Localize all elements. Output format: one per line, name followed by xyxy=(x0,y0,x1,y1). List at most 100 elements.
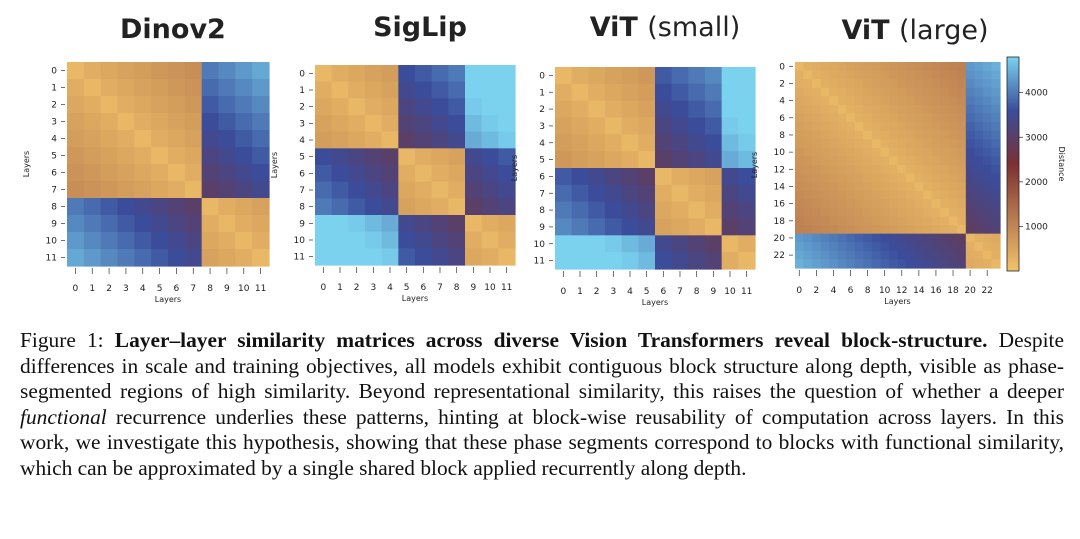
heatmap-cell xyxy=(795,233,805,243)
heatmap-cell xyxy=(415,81,433,99)
heatmap-cell xyxy=(465,231,483,249)
heatmap-cell xyxy=(331,198,349,216)
heatmap-cell xyxy=(812,242,822,252)
y-axis-label: Layers xyxy=(750,152,759,178)
heatmap-cell xyxy=(940,199,950,209)
heatmap-cell xyxy=(820,70,830,80)
heatmap-cell xyxy=(948,87,958,97)
heatmap-cell xyxy=(829,216,839,226)
heatmap-cell xyxy=(235,164,253,182)
heatmap-cell xyxy=(705,100,723,119)
heatmap-cell xyxy=(871,233,882,243)
y-axis-label: Layers xyxy=(270,152,279,178)
heatmap-cell xyxy=(914,250,924,261)
heatmap-cell xyxy=(931,250,941,261)
heatmap-cell xyxy=(555,67,573,85)
heatmap-cell xyxy=(940,259,950,269)
heatmap-cell xyxy=(705,235,723,253)
heatmap-cell xyxy=(605,184,623,203)
heatmap-cell xyxy=(588,168,606,186)
heatmap-cell xyxy=(803,79,813,89)
x-tick-label: 0 xyxy=(796,286,802,296)
heatmap-cell xyxy=(957,233,967,243)
heatmap-cell xyxy=(398,231,416,249)
heatmap-cell xyxy=(812,104,822,115)
heatmap-cell xyxy=(965,216,975,226)
y-tick-label: 3 xyxy=(51,118,57,128)
heatmap-cell xyxy=(588,134,606,152)
heatmap-cell xyxy=(67,113,85,131)
heatmap-cell xyxy=(897,207,907,218)
x-tick-label: 18 xyxy=(947,286,959,296)
heatmap-cell xyxy=(982,216,993,226)
y-tick-label: 0 xyxy=(299,69,305,79)
heatmap-cell xyxy=(931,70,941,80)
heatmap-cell xyxy=(829,122,839,132)
heatmap-cell xyxy=(846,147,856,158)
y-tick-label: 18 xyxy=(774,217,786,227)
heatmap-cell xyxy=(638,134,656,152)
heatmap-cell xyxy=(365,165,383,183)
heatmap-cell xyxy=(621,235,639,253)
heatmap-cell xyxy=(897,233,907,243)
heatmap-cell xyxy=(67,181,85,199)
heatmap-cell xyxy=(974,259,984,269)
heatmap-cell xyxy=(588,218,606,236)
heatmap-cell xyxy=(448,115,466,133)
heatmap-cell xyxy=(721,168,739,186)
heatmap-cell xyxy=(940,130,950,140)
heatmap-cell xyxy=(348,198,366,216)
heatmap-cell xyxy=(721,235,739,253)
y-tick-label: 10 xyxy=(294,236,306,246)
heatmap-cell xyxy=(67,164,85,182)
heatmap-cell xyxy=(829,147,839,158)
heatmap-cell xyxy=(812,122,822,132)
heatmap-cell xyxy=(218,79,236,97)
x-tick-label: 5 xyxy=(644,287,650,297)
heatmap-cell xyxy=(721,201,739,220)
heatmap-cell xyxy=(982,104,993,115)
heatmap-cell xyxy=(795,225,805,235)
heatmap-cell xyxy=(83,147,102,165)
heatmap-cell xyxy=(914,79,924,89)
heatmap-cell xyxy=(931,199,941,209)
heatmap-cell xyxy=(974,190,984,200)
heatmap-cell xyxy=(871,79,882,89)
heatmap-cell xyxy=(897,250,907,261)
heatmap-cell xyxy=(846,190,856,200)
heatmap-cell xyxy=(863,182,873,192)
heatmap-cell xyxy=(846,250,856,261)
heatmap-cell xyxy=(871,250,882,261)
heatmap-cell xyxy=(168,198,186,216)
heatmap-cell xyxy=(235,79,253,97)
heatmap-cell xyxy=(605,151,623,169)
heatmap-cell xyxy=(100,113,119,131)
heatmap-cell xyxy=(168,62,186,80)
heatmap-cell xyxy=(897,96,907,106)
heatmap-cell xyxy=(398,115,416,133)
heatmap-cell xyxy=(829,207,839,218)
y-tick-label: 2 xyxy=(51,101,57,111)
heatmap-cell xyxy=(134,215,152,233)
heatmap-cell xyxy=(315,231,333,249)
heatmap-cell xyxy=(705,83,723,102)
heatmap-cell xyxy=(906,225,916,235)
x-tick-label: 11 xyxy=(741,287,752,297)
heatmap-cell xyxy=(398,131,416,149)
heatmap-cell xyxy=(721,134,739,152)
heatmap-cell xyxy=(906,87,916,97)
x-tick-label: 10 xyxy=(879,286,891,296)
heatmap-cell xyxy=(381,148,399,166)
heatmap-cell xyxy=(948,182,958,192)
heatmap-cell xyxy=(923,104,933,115)
heatmap-cell xyxy=(235,96,253,114)
heatmap-cell xyxy=(906,62,916,72)
heatmap-cell xyxy=(846,242,856,252)
heatmap-cell xyxy=(982,156,993,166)
heatmap-cell xyxy=(880,242,890,252)
y-tick-label: 8 xyxy=(539,206,545,216)
heatmap-cell xyxy=(871,147,882,158)
heatmap-cell xyxy=(974,165,984,175)
heatmap-cell xyxy=(991,96,1001,106)
heatmap-cell xyxy=(931,233,941,243)
